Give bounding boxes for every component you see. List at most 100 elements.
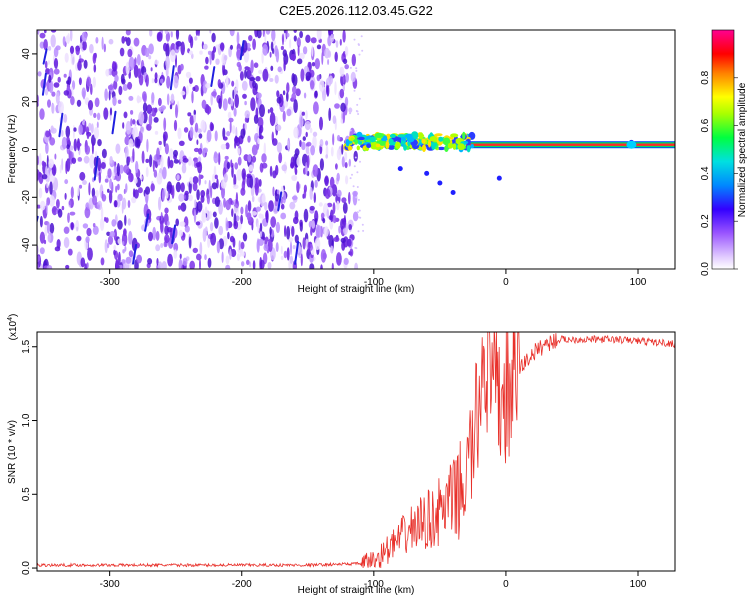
noise-blob	[157, 31, 163, 42]
noise-blob	[316, 30, 322, 40]
signal-blob	[370, 141, 379, 150]
signal-blob	[450, 133, 459, 138]
noise-blob	[47, 60, 50, 65]
noise-blob	[204, 254, 207, 261]
noise-blob	[147, 258, 153, 265]
noise-blob	[178, 205, 181, 211]
x-tick-label: -100	[364, 277, 384, 288]
noise-blob	[113, 200, 118, 208]
noise-blob	[93, 53, 96, 61]
noise-blob	[175, 218, 179, 227]
noise-blob	[314, 90, 318, 98]
noise-blob	[223, 197, 226, 208]
signal-blob	[374, 132, 384, 138]
y-tick-label: 0.0	[21, 561, 32, 575]
noise-blob	[131, 196, 137, 204]
noise-blob	[244, 66, 250, 71]
noise-blob	[323, 226, 329, 237]
noise-blob	[241, 251, 245, 257]
noise-blob	[132, 126, 139, 141]
y-tick-label: 0	[21, 146, 32, 152]
noise-blob	[270, 41, 274, 52]
noise-blob	[98, 171, 102, 184]
noise-blob	[222, 136, 228, 141]
noise-blob	[209, 210, 212, 219]
noise-streak	[58, 112, 64, 138]
noise-blob	[175, 30, 180, 40]
noise-blob	[170, 49, 176, 63]
noise-blob	[286, 247, 290, 261]
noise-dot	[354, 131, 357, 134]
noise-blob	[234, 199, 240, 209]
colorbar-ticks: 0.0 0.2 0.4 0.6 0.8	[700, 70, 738, 276]
noise-blob	[192, 176, 199, 185]
noise-blob	[124, 135, 130, 146]
noise-streak	[277, 191, 283, 212]
noise-blob	[222, 98, 228, 111]
noise-blob	[133, 177, 138, 184]
signal-blob	[462, 131, 466, 140]
noise-blob	[293, 216, 299, 225]
noise-blob	[166, 93, 170, 106]
noise-blob	[330, 146, 334, 157]
noise-blob	[282, 33, 284, 46]
noise-blob	[348, 107, 353, 113]
spectrogram-noise-region	[37, 30, 365, 269]
noise-blob	[296, 37, 301, 48]
noise-blob	[95, 37, 99, 44]
noise-blob	[128, 95, 134, 101]
noise-blob	[325, 145, 329, 158]
noise-dot	[351, 173, 353, 176]
noise-blob	[209, 30, 212, 34]
noise-blob	[185, 71, 192, 79]
noise-blob	[269, 226, 272, 236]
noise-blob	[256, 30, 262, 39]
noise-blob	[189, 260, 195, 269]
noise-blob	[55, 45, 61, 51]
noise-blob	[267, 73, 271, 79]
noise-blob	[127, 200, 131, 208]
noise-blob	[291, 92, 297, 102]
noise-blob	[128, 230, 133, 245]
noise-blob	[254, 182, 259, 196]
noise-blob	[326, 84, 330, 97]
noise-blob	[206, 193, 210, 205]
noise-blob	[193, 208, 197, 223]
signal-blob	[369, 136, 376, 143]
noise-blob	[193, 147, 200, 153]
y-tick-label: 40	[21, 48, 32, 60]
noise-blob	[163, 117, 167, 131]
noise-dot	[349, 177, 352, 180]
noise-blob	[44, 60, 48, 69]
noise-blob	[329, 176, 335, 188]
noise-dot	[353, 89, 356, 92]
noise-blob	[302, 237, 306, 250]
noise-blob	[259, 135, 264, 140]
noise-blob	[202, 228, 207, 242]
noise-blob	[46, 155, 49, 169]
noise-blob	[141, 150, 145, 164]
noise-blob	[293, 126, 299, 139]
noise-blob	[149, 154, 153, 168]
noise-blob	[247, 135, 251, 143]
noise-blob	[189, 176, 194, 184]
noise-streak	[294, 240, 300, 265]
noise-blob	[311, 220, 316, 229]
noise-blob	[84, 206, 91, 219]
noise-blob	[202, 147, 208, 153]
noise-blob	[344, 162, 348, 169]
signal-feature	[437, 180, 443, 186]
noise-blob	[188, 180, 192, 194]
noise-blob	[127, 218, 131, 226]
noise-blob	[339, 88, 345, 99]
noise-blob	[268, 200, 274, 212]
noise-blob	[292, 74, 298, 87]
y-tick-label: 20	[21, 96, 32, 108]
noise-blob	[286, 91, 289, 102]
noise-blob	[181, 205, 184, 211]
noise-blob	[154, 59, 160, 65]
noise-blob	[136, 96, 142, 103]
noise-blob	[50, 125, 54, 133]
noise-blob	[269, 78, 274, 82]
